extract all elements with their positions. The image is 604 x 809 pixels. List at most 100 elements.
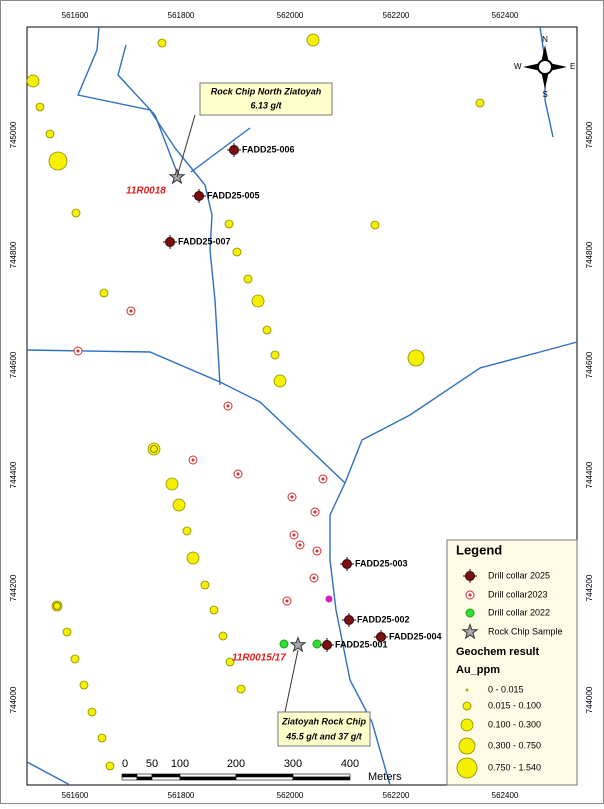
rivers bbox=[26, 26, 578, 786]
collar-2023-dot bbox=[312, 576, 316, 580]
y-tick-label: 744200 bbox=[585, 574, 594, 601]
scale-segment bbox=[136, 773, 153, 778]
collar-2025 bbox=[465, 571, 475, 581]
scale-segment bbox=[235, 773, 294, 778]
x-tick-label: 562400 bbox=[492, 791, 519, 800]
geochem-sample bbox=[186, 551, 200, 565]
legend-geochem bbox=[456, 757, 478, 779]
legend-geochem bbox=[458, 737, 476, 755]
scale-unit: Meters bbox=[368, 771, 402, 783]
collar-2023-dot bbox=[226, 404, 230, 408]
scale-segment bbox=[151, 776, 181, 781]
y-tick-label: 744000 bbox=[585, 686, 594, 713]
legend-item: Rock Chip Sample bbox=[488, 626, 563, 636]
geochem-sample bbox=[35, 102, 45, 112]
collar-2023-dot bbox=[76, 349, 80, 353]
river bbox=[344, 341, 578, 484]
geochem-sample bbox=[172, 498, 186, 512]
geochem-sample bbox=[79, 680, 89, 690]
leader-line bbox=[176, 114, 196, 178]
x-tick-label: 562200 bbox=[383, 791, 410, 800]
x-tick-label: 562400 bbox=[492, 11, 519, 20]
drill-label: FADD25-006 bbox=[242, 144, 295, 154]
geochem-sample bbox=[224, 219, 234, 229]
legend-item: Drill collar 2025 bbox=[488, 570, 550, 580]
scale-segment bbox=[136, 776, 153, 781]
geochem-sample bbox=[232, 247, 242, 257]
collar-2023-dot bbox=[285, 599, 289, 603]
legend: Legend Geochem result Au_ppm Drill colla… bbox=[446, 539, 578, 786]
collar-2023-dot bbox=[298, 543, 302, 547]
rock-chip bbox=[289, 635, 307, 653]
collar-2022 bbox=[279, 639, 289, 649]
y-tick-label: 744600 bbox=[9, 351, 18, 378]
scale-segment bbox=[292, 773, 351, 778]
collar-2025 bbox=[342, 559, 352, 569]
scale-label: 0 bbox=[122, 758, 128, 770]
geochem-sample bbox=[87, 707, 97, 717]
legend-class: 0 - 0.015 bbox=[488, 684, 524, 694]
geochem-sample bbox=[147, 442, 161, 456]
scale-segment bbox=[121, 773, 138, 778]
x-tick-label: 562000 bbox=[277, 11, 304, 20]
sample-id: 11R0018 bbox=[126, 186, 166, 197]
y-tick-label: 745000 bbox=[585, 121, 594, 148]
x-tick-label: 561600 bbox=[62, 11, 89, 20]
scale-label: 300 bbox=[284, 758, 302, 770]
geochem-ring bbox=[150, 445, 158, 453]
y-tick-label: 744200 bbox=[9, 574, 18, 601]
geochem-ring bbox=[53, 602, 61, 610]
drill-label: FADD25-003 bbox=[355, 558, 408, 568]
y-tick-label: 744600 bbox=[585, 351, 594, 378]
collar-2023-dot bbox=[292, 533, 296, 537]
river bbox=[26, 349, 346, 484]
collar-2025 bbox=[229, 145, 239, 155]
collar-2025 bbox=[194, 191, 204, 201]
geochem-sample bbox=[182, 526, 192, 536]
collar-2023-dot bbox=[129, 309, 133, 313]
scale-bar: Meters 0 50 100 200 300 400 bbox=[121, 758, 402, 783]
rock-chip bbox=[461, 622, 479, 640]
compass-label: W bbox=[514, 62, 522, 71]
scale-segment bbox=[292, 776, 351, 781]
collar-2025 bbox=[165, 237, 175, 247]
x-tick-label: 562200 bbox=[383, 11, 410, 20]
geochem-sample bbox=[251, 294, 265, 308]
x-tick-label: 562000 bbox=[277, 791, 304, 800]
x-tick-label: 561800 bbox=[168, 11, 195, 20]
collar-2023-dot bbox=[290, 495, 294, 499]
leader-line bbox=[284, 649, 299, 713]
collar-2023-dot bbox=[321, 477, 325, 481]
legend-item: Drill collar 2022 bbox=[488, 607, 550, 617]
scale-segment bbox=[235, 776, 294, 781]
scale-label: 100 bbox=[171, 758, 189, 770]
geochem-sample bbox=[306, 33, 320, 47]
geochem-sample bbox=[105, 761, 115, 771]
legend-geochem bbox=[465, 688, 469, 692]
scale-segment bbox=[179, 773, 237, 778]
geochem-sample bbox=[48, 151, 68, 171]
legend-geochem bbox=[460, 718, 474, 732]
legend-subtitle: Geochem result bbox=[456, 646, 539, 658]
geochem-sample bbox=[236, 684, 246, 694]
collar-2022 bbox=[312, 639, 322, 649]
y-tick-label: 745000 bbox=[9, 121, 18, 148]
y-tick-label: 744400 bbox=[9, 461, 18, 488]
legend-geochem bbox=[462, 701, 472, 711]
geochem-sample bbox=[26, 74, 40, 88]
x-tick-label: 561800 bbox=[168, 791, 195, 800]
legend-class: 0.300 - 0.750 bbox=[488, 740, 541, 750]
y-tick-label: 744800 bbox=[585, 241, 594, 268]
geochem-sample bbox=[45, 129, 55, 139]
legend-class: 0.015 - 0.100 bbox=[488, 700, 541, 710]
geochem-sample bbox=[70, 654, 80, 664]
legend-title: Legend bbox=[456, 542, 502, 557]
y-tick-label: 744800 bbox=[9, 241, 18, 268]
drill-label: FADD25-002 bbox=[357, 614, 410, 624]
compass-label: N bbox=[542, 35, 548, 44]
legend-field: Au_ppm bbox=[456, 664, 500, 676]
callout-title: Rock Chip North Ziatoyah bbox=[211, 86, 322, 96]
y-tick-label: 744000 bbox=[9, 686, 18, 713]
legend-class: 0.750 - 1.540 bbox=[488, 762, 541, 772]
